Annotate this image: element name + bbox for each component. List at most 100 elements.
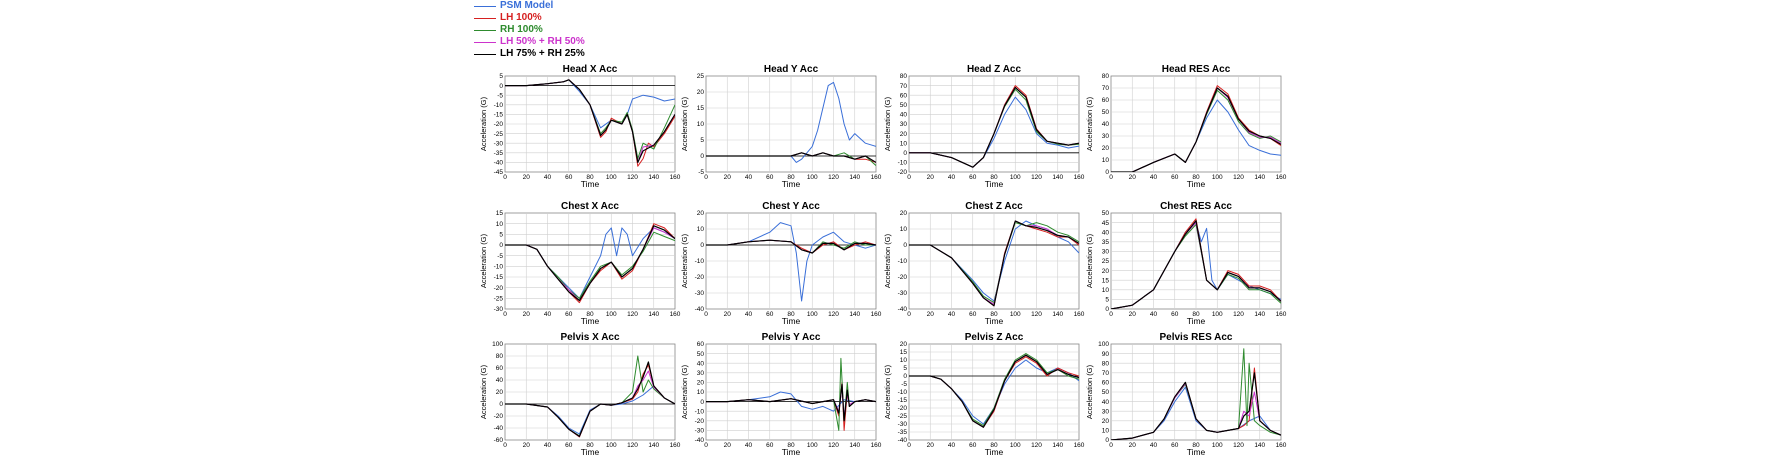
- y-tick-label: -5: [698, 169, 704, 176]
- y-tick-label: 15: [1102, 277, 1110, 284]
- x-tick-label: 120: [1031, 311, 1042, 318]
- y-tick-label: 0: [903, 373, 907, 380]
- x-tick-label: 100: [1010, 311, 1021, 318]
- y-tick-label: 20: [900, 210, 908, 217]
- y-tick-label: 40: [1102, 229, 1110, 236]
- y-tick-label: -30: [494, 306, 504, 313]
- x-tick-label: 160: [1276, 442, 1287, 449]
- y-tick-label: 0: [499, 83, 503, 90]
- x-axis-label: Time: [1187, 316, 1206, 326]
- x-tick-label: 20: [927, 442, 935, 449]
- x-tick-label: 0: [704, 311, 708, 318]
- x-tick-label: 120: [828, 174, 839, 181]
- x-tick-label: 80: [586, 174, 594, 181]
- x-tick-label: 80: [586, 442, 594, 449]
- y-tick-label: -30: [898, 290, 908, 297]
- y-tick-label: 80: [496, 353, 504, 360]
- y-axis-label: Acceleration (G): [479, 233, 488, 288]
- x-tick-label: 80: [787, 311, 795, 318]
- y-tick-label: 80: [1102, 360, 1110, 367]
- y-tick-label: 100: [1098, 341, 1109, 348]
- y-tick-label: 5: [1105, 297, 1109, 304]
- y-tick-label: 0: [499, 401, 503, 408]
- x-tick-label: 40: [544, 311, 552, 318]
- x-tick-label: 100: [807, 174, 818, 181]
- y-tick-label: -25: [494, 296, 504, 303]
- y-tick-label: 10: [1102, 157, 1110, 164]
- x-tick-label: 80: [787, 174, 795, 181]
- series-line-lh-75-rh-25: [1111, 220, 1281, 309]
- x-tick-label: 60: [565, 442, 573, 449]
- y-tick-label: 90: [1102, 351, 1110, 358]
- y-tick-label: 0: [903, 150, 907, 157]
- y-tick-label: -35: [898, 429, 908, 436]
- y-tick-label: 50: [900, 102, 908, 109]
- x-tick-label: 160: [871, 174, 882, 181]
- y-tick-label: -5: [497, 253, 503, 260]
- series-line-lh-75-rh-25: [909, 354, 1079, 428]
- x-tick-label: 160: [670, 311, 681, 318]
- x-tick-label: 100: [606, 174, 617, 181]
- chart-title: Chest Z Acc: [965, 201, 1023, 212]
- x-tick-label: 80: [1192, 311, 1200, 318]
- x-axis-label: Time: [581, 316, 600, 326]
- series-line-lh-75-rh-25: [505, 225, 675, 302]
- y-tick-label: 0: [1105, 169, 1109, 176]
- x-tick-label: 80: [1192, 174, 1200, 181]
- x-tick-label: 100: [807, 442, 818, 449]
- y-axis-label: Acceleration (G): [883, 364, 892, 419]
- y-tick-label: -20: [494, 121, 504, 128]
- legend-swatch-lh75-rh25: [474, 54, 496, 55]
- y-tick-label: 40: [1102, 399, 1110, 406]
- series-line-lh-75-rh-25: [706, 383, 876, 422]
- y-tick-label: 0: [499, 242, 503, 249]
- chart-title: Head X Acc: [563, 64, 618, 75]
- y-tick-label: 20: [900, 131, 908, 138]
- y-tick-label: 20: [697, 380, 705, 387]
- y-tick-label: -10: [494, 264, 504, 271]
- x-tick-label: 0: [907, 442, 911, 449]
- x-tick-label: 40: [948, 174, 956, 181]
- x-tick-label: 80: [990, 174, 998, 181]
- x-tick-label: 140: [648, 442, 659, 449]
- y-tick-label: -25: [898, 413, 908, 420]
- y-tick-label: -20: [898, 405, 908, 412]
- x-tick-label: 120: [828, 311, 839, 318]
- y-tick-label: -45: [494, 169, 504, 176]
- y-tick-label: 5: [499, 73, 503, 80]
- y-axis-label: Acceleration (G): [1085, 96, 1094, 151]
- x-tick-label: 160: [1074, 442, 1085, 449]
- x-tick-label: 40: [745, 311, 753, 318]
- x-tick-label: 160: [871, 442, 882, 449]
- y-tick-label: 0: [1105, 306, 1109, 313]
- x-axis-label: Time: [1187, 447, 1206, 457]
- y-tick-label: 20: [900, 341, 908, 348]
- x-tick-label: 140: [648, 311, 659, 318]
- legend-label-rh-100: RH 100%: [500, 24, 543, 35]
- y-tick-label: -20: [494, 285, 504, 292]
- y-tick-label: 40: [900, 112, 908, 119]
- x-tick-label: 120: [1031, 174, 1042, 181]
- y-tick-label: 10: [1102, 428, 1110, 435]
- y-tick-label: 0: [700, 242, 704, 249]
- y-tick-label: 20: [1102, 145, 1110, 152]
- series-line-lh-75-rh-25: [1111, 87, 1281, 172]
- x-tick-label: 0: [704, 174, 708, 181]
- x-tick-label: 140: [849, 311, 860, 318]
- x-tick-label: 40: [1150, 311, 1158, 318]
- y-tick-label: 20: [1102, 418, 1110, 425]
- y-tick-label: 60: [1102, 97, 1110, 104]
- y-tick-label: 10: [697, 121, 705, 128]
- chart-pelvis-x-acc: Pelvis X Acc 0 20 40 60 80 100 120 140 160 100 80 60…: [479, 332, 681, 457]
- y-tick-label: 5: [499, 232, 503, 239]
- x-tick-label: 40: [1150, 174, 1158, 181]
- legend-swatch-lh50-rh50: [474, 42, 496, 43]
- y-tick-label: -20: [898, 274, 908, 281]
- legend-label-lh75-rh25: LH 75% + RH 25%: [500, 48, 585, 59]
- x-tick-label: 40: [745, 442, 753, 449]
- x-tick-label: 40: [544, 174, 552, 181]
- x-tick-label: 20: [927, 311, 935, 318]
- y-tick-label: 80: [1102, 73, 1110, 80]
- y-tick-label: 60: [496, 365, 504, 372]
